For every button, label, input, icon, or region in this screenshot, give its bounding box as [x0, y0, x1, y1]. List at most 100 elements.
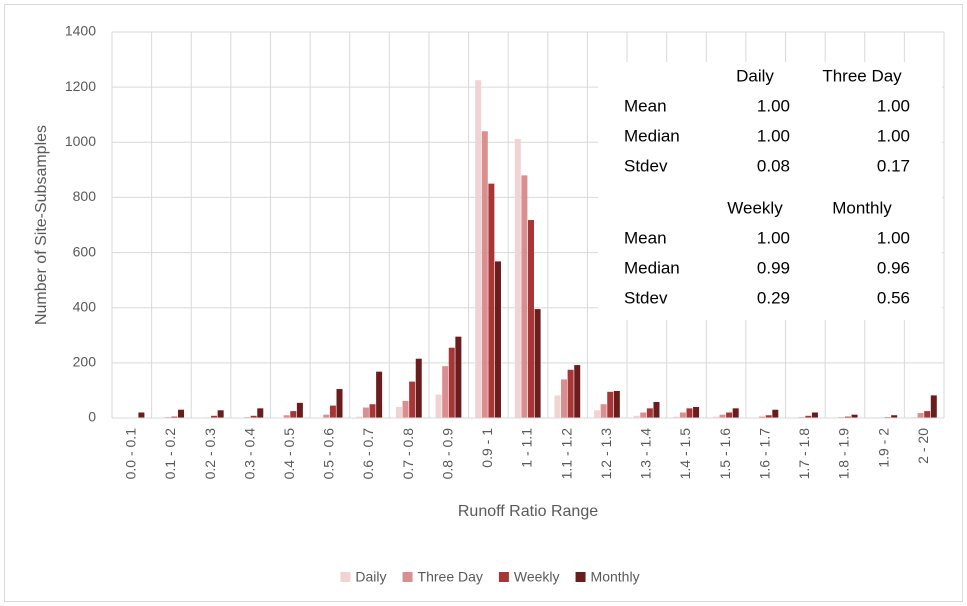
- bar: [356, 416, 363, 418]
- legend-swatch: [575, 572, 586, 582]
- bar: [851, 414, 858, 418]
- y-tick-label: 400: [73, 298, 97, 314]
- bar: [283, 415, 290, 418]
- x-tick-label: 1.1 - 1.2: [558, 428, 574, 480]
- y-tick-label: 800: [73, 188, 97, 204]
- bar: [329, 405, 336, 418]
- bar: [924, 411, 931, 418]
- bar: [171, 416, 178, 418]
- bar: [732, 408, 739, 418]
- bar: [435, 394, 442, 418]
- bar: [554, 395, 561, 418]
- bar: [633, 415, 640, 418]
- x-tick-label: 0.3 - 0.4: [241, 428, 257, 480]
- bar: [257, 408, 264, 418]
- x-axis-label: Runoff Ratio Range: [458, 503, 598, 520]
- bar: [772, 409, 779, 418]
- legend-label: Daily: [355, 569, 386, 585]
- stats-row-label: Stdev: [624, 288, 668, 307]
- bar: [409, 381, 416, 418]
- bar: [138, 412, 145, 418]
- bar: [805, 415, 812, 418]
- bar: [336, 389, 343, 418]
- stats-value: 0.99: [757, 258, 790, 277]
- bar: [600, 404, 607, 418]
- bar: [250, 415, 257, 418]
- bar: [574, 365, 581, 418]
- bar: [712, 416, 719, 418]
- bar: [607, 391, 614, 418]
- x-tick-label: 0.6 - 0.7: [360, 428, 376, 480]
- bar: [296, 402, 303, 418]
- bar: [395, 406, 402, 418]
- bar: [844, 416, 851, 418]
- x-tick-label: 0.5 - 0.6: [321, 428, 337, 480]
- bar: [930, 395, 937, 418]
- y-axis-label: Number of Site-Subsamples: [33, 125, 50, 325]
- legend-swatch: [498, 572, 509, 582]
- bar: [811, 412, 818, 418]
- x-tick-label: 2 - 20: [915, 428, 931, 464]
- bar: [679, 412, 686, 418]
- legend-label: Three Day: [418, 569, 483, 585]
- bar: [646, 408, 653, 418]
- bar: [217, 410, 224, 418]
- x-tick-label: 0.7 - 0.8: [400, 428, 416, 480]
- bar: [290, 411, 297, 418]
- x-tick-label: 0.9 - 1: [479, 428, 495, 468]
- x-tick-label: 1.8 - 1.9: [836, 428, 852, 480]
- x-tick-label: 0.0 - 0.1: [123, 428, 139, 480]
- bar: [178, 409, 185, 418]
- stats-value: 0.56: [877, 288, 910, 307]
- bar: [567, 369, 574, 418]
- bar: [514, 138, 521, 418]
- x-tick-label: 0.8 - 0.9: [439, 428, 455, 480]
- bar: [613, 390, 620, 418]
- x-tick-label: 1.6 - 1.7: [756, 428, 772, 480]
- stats-row-label: Median: [624, 258, 680, 277]
- bar: [521, 175, 528, 418]
- x-tick-label: 1.2 - 1.3: [598, 428, 614, 480]
- bar: [211, 415, 218, 418]
- stats-value: 0.17: [877, 156, 910, 175]
- legend-swatch: [340, 572, 351, 582]
- y-tick-label: 0: [88, 409, 96, 425]
- bar: [415, 358, 422, 418]
- stats-value: 1.00: [877, 228, 910, 247]
- x-tick-label: 0.1 - 0.2: [162, 428, 178, 480]
- bar: [726, 412, 733, 418]
- bar: [561, 379, 568, 418]
- y-tick-label: 1000: [65, 133, 96, 149]
- y-tick-label: 1400: [65, 23, 96, 39]
- stats-value: 1.00: [757, 228, 790, 247]
- stats-column-header: Three Day: [822, 66, 902, 85]
- stats-row-label: Median: [624, 126, 680, 145]
- bar: [528, 220, 534, 418]
- x-tick-label: 1.3 - 1.4: [638, 428, 654, 480]
- x-tick-label: 1.4 - 1.5: [677, 428, 693, 480]
- bar: [686, 408, 693, 418]
- bar: [891, 415, 898, 418]
- bar: [323, 414, 330, 418]
- x-tick-label: 1.7 - 1.8: [796, 428, 812, 480]
- bar: [534, 309, 541, 418]
- x-tick-label: 0.2 - 0.3: [202, 428, 218, 480]
- bar: [693, 406, 700, 418]
- stats-column-header: Monthly: [832, 198, 892, 217]
- x-tick-label: 1.9 - 2: [875, 428, 891, 468]
- bar: [369, 404, 376, 418]
- stats-column-header: Daily: [736, 66, 774, 85]
- bar: [475, 80, 482, 418]
- bar: [362, 407, 369, 418]
- stats-value: 0.96: [877, 258, 910, 277]
- x-tick-label: 1 - 1.1: [519, 428, 535, 468]
- stats-column-header: Weekly: [727, 198, 783, 217]
- bar: [402, 400, 409, 418]
- stats-row-label: Mean: [624, 228, 667, 247]
- stats-value: 1.00: [757, 96, 790, 115]
- bar: [640, 412, 647, 418]
- legend-label: Monthly: [591, 569, 640, 585]
- legend-swatch: [402, 572, 413, 582]
- y-tick-label: 600: [73, 243, 97, 259]
